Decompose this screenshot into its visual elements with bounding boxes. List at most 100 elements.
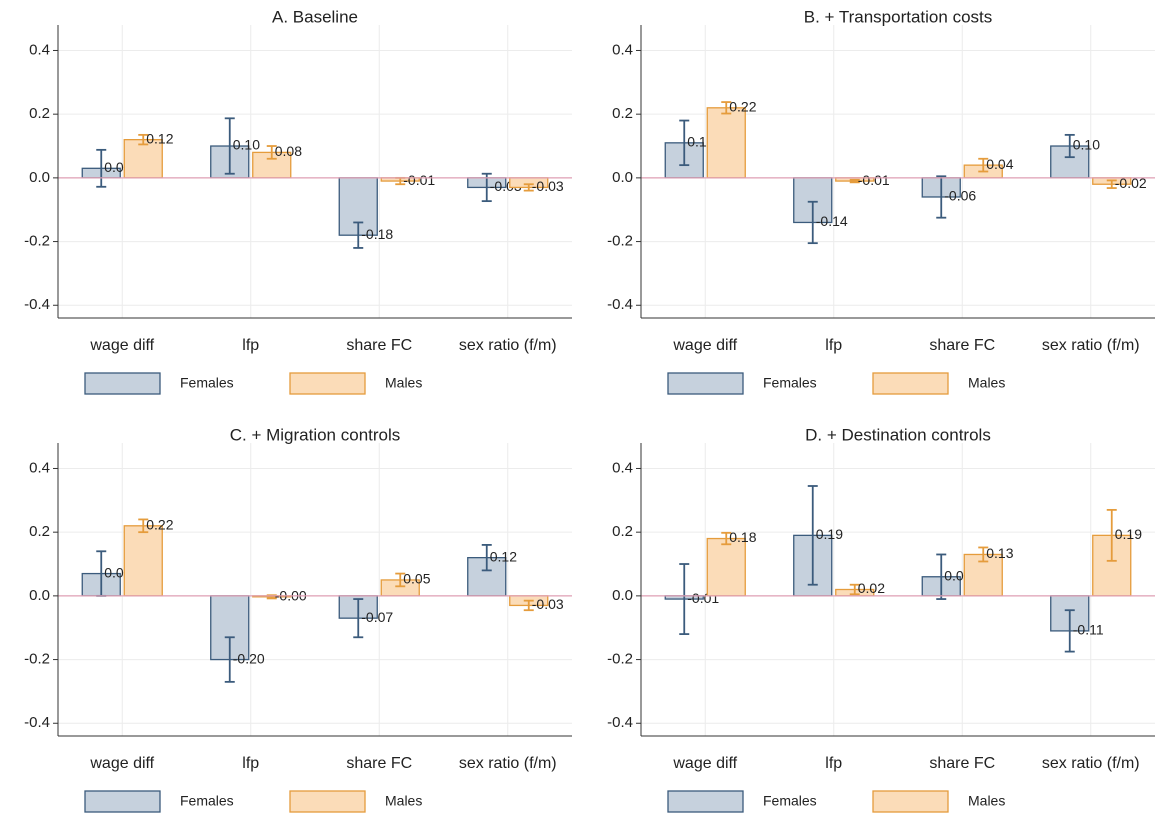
legend-swatch [872,372,949,395]
value-label: -0.03 [532,596,564,612]
bar [123,525,163,597]
legend-swatch [289,372,366,395]
x-tick-label: lfp [242,755,259,772]
x-tick-label: wage diff [89,755,154,772]
value-label: -0.20 [233,650,265,666]
error-bar [1106,179,1117,189]
error-bar [721,101,732,115]
value-label: 0.04 [986,156,1013,172]
value-label: -0.01 [858,172,890,188]
y-tick-label: 0.2 [612,105,633,122]
value-label: -0.18 [361,226,393,242]
panel-title: A. Baseline [272,7,358,26]
legend-label: Males [385,375,422,391]
error-bar [936,553,947,600]
value-label: 0.22 [729,99,756,115]
y-tick-label: -0.2 [607,651,633,668]
y-tick-label: 0.4 [612,41,633,58]
panel: B. + Transportation costs -0.4 -0.2 0.0 0.2 0… [607,7,1155,395]
x-tick-label: lfp [825,755,842,772]
x-tick-label: share FC [929,755,995,772]
value-label: -0.03 [532,178,564,194]
y-tick-label: 0.4 [612,459,633,476]
panel-title: D. + Destination controls [805,425,991,444]
value-label: -0.11 [1073,622,1104,638]
panel: C. + Migration controls -0.4 -0.2 0.0 0.2 0.4… [24,425,572,813]
x-tick-label: share FC [346,755,412,772]
error-bar [721,531,732,546]
error-bar [138,133,149,146]
error-bar [224,636,235,683]
y-tick-label: 0.2 [612,523,633,540]
legend-label: Females [180,375,234,391]
value-label: -0.02 [1115,175,1147,191]
x-tick-label: sex ratio (f/m) [459,755,557,772]
value-label: -0.14 [816,213,848,229]
y-tick-label: 0.2 [29,523,50,540]
value-label: 0.12 [146,130,173,146]
y-tick-label: -0.4 [24,714,50,731]
legend-swatch [289,790,366,813]
error-bar [807,485,818,586]
y-tick-label: 0.0 [612,587,633,604]
value-label: -0.01 [403,172,435,188]
x-tick-label: lfp [242,337,259,354]
error-bar [849,178,860,184]
y-tick-label: 0.0 [29,587,50,604]
y-tick-label: 0.2 [29,105,50,122]
error-bar [523,183,534,192]
x-tick-label: wage diff [89,337,154,354]
error-bar [138,518,149,534]
error-bar [224,117,235,175]
legend-label: Males [968,793,1005,809]
value-label: 0.18 [729,529,756,545]
x-tick-label: lfp [825,337,842,354]
value-label: -0.06 [944,188,976,204]
error-bar [353,598,364,639]
value-label: 0.13 [986,545,1013,561]
value-label: 0.05 [403,571,430,587]
error-bar [978,157,989,173]
error-bar [978,546,989,563]
x-tick-label: share FC [346,337,412,354]
value-label: 0.02 [858,580,885,596]
error-bar [679,119,690,167]
panel: D. + Destination controls -0.4 -0.2 0.0 0.2 0… [607,425,1155,813]
x-tick-label: wage diff [672,337,737,354]
y-tick-label: -0.4 [607,296,633,313]
y-tick-label: 0.0 [29,169,50,186]
value-label: 0.12 [490,548,517,564]
y-tick-label: -0.2 [24,651,50,668]
bar [706,537,746,597]
legend-label: Females [180,793,234,809]
value-label: 0.08 [275,143,302,159]
panel-title: B. + Transportation costs [804,7,993,26]
legend-swatch [667,790,744,813]
legend-swatch [84,790,161,813]
error-bar [481,544,492,572]
x-tick-label: sex ratio (f/m) [1042,337,1140,354]
error-bar [1064,133,1075,159]
error-bar [936,175,947,219]
x-tick-label: wage diff [672,755,737,772]
value-label: 0.10 [233,137,260,153]
value-label: 0.19 [816,526,843,542]
x-tick-label: sex ratio (f/m) [1042,755,1140,772]
y-tick-label: -0.2 [24,233,50,250]
error-bar [849,583,860,596]
error-bar [523,599,534,612]
value-label: 0.19 [1115,526,1142,542]
legend-label: Females [763,793,817,809]
error-bar [807,200,818,245]
error-bar [1064,609,1075,653]
panel-title: C. + Migration controls [230,425,401,444]
panel: A. Baseline -0.4 -0.2 0.0 0.2 0.4 wage diff lfp… [24,7,572,395]
legend-label: Males [385,793,422,809]
y-tick-label: -0.4 [607,714,633,731]
error-bar [266,145,277,160]
error-bar [353,221,364,249]
legend-swatch [872,790,949,813]
value-label: 0.22 [146,517,173,533]
legend-label: Females [763,375,817,391]
